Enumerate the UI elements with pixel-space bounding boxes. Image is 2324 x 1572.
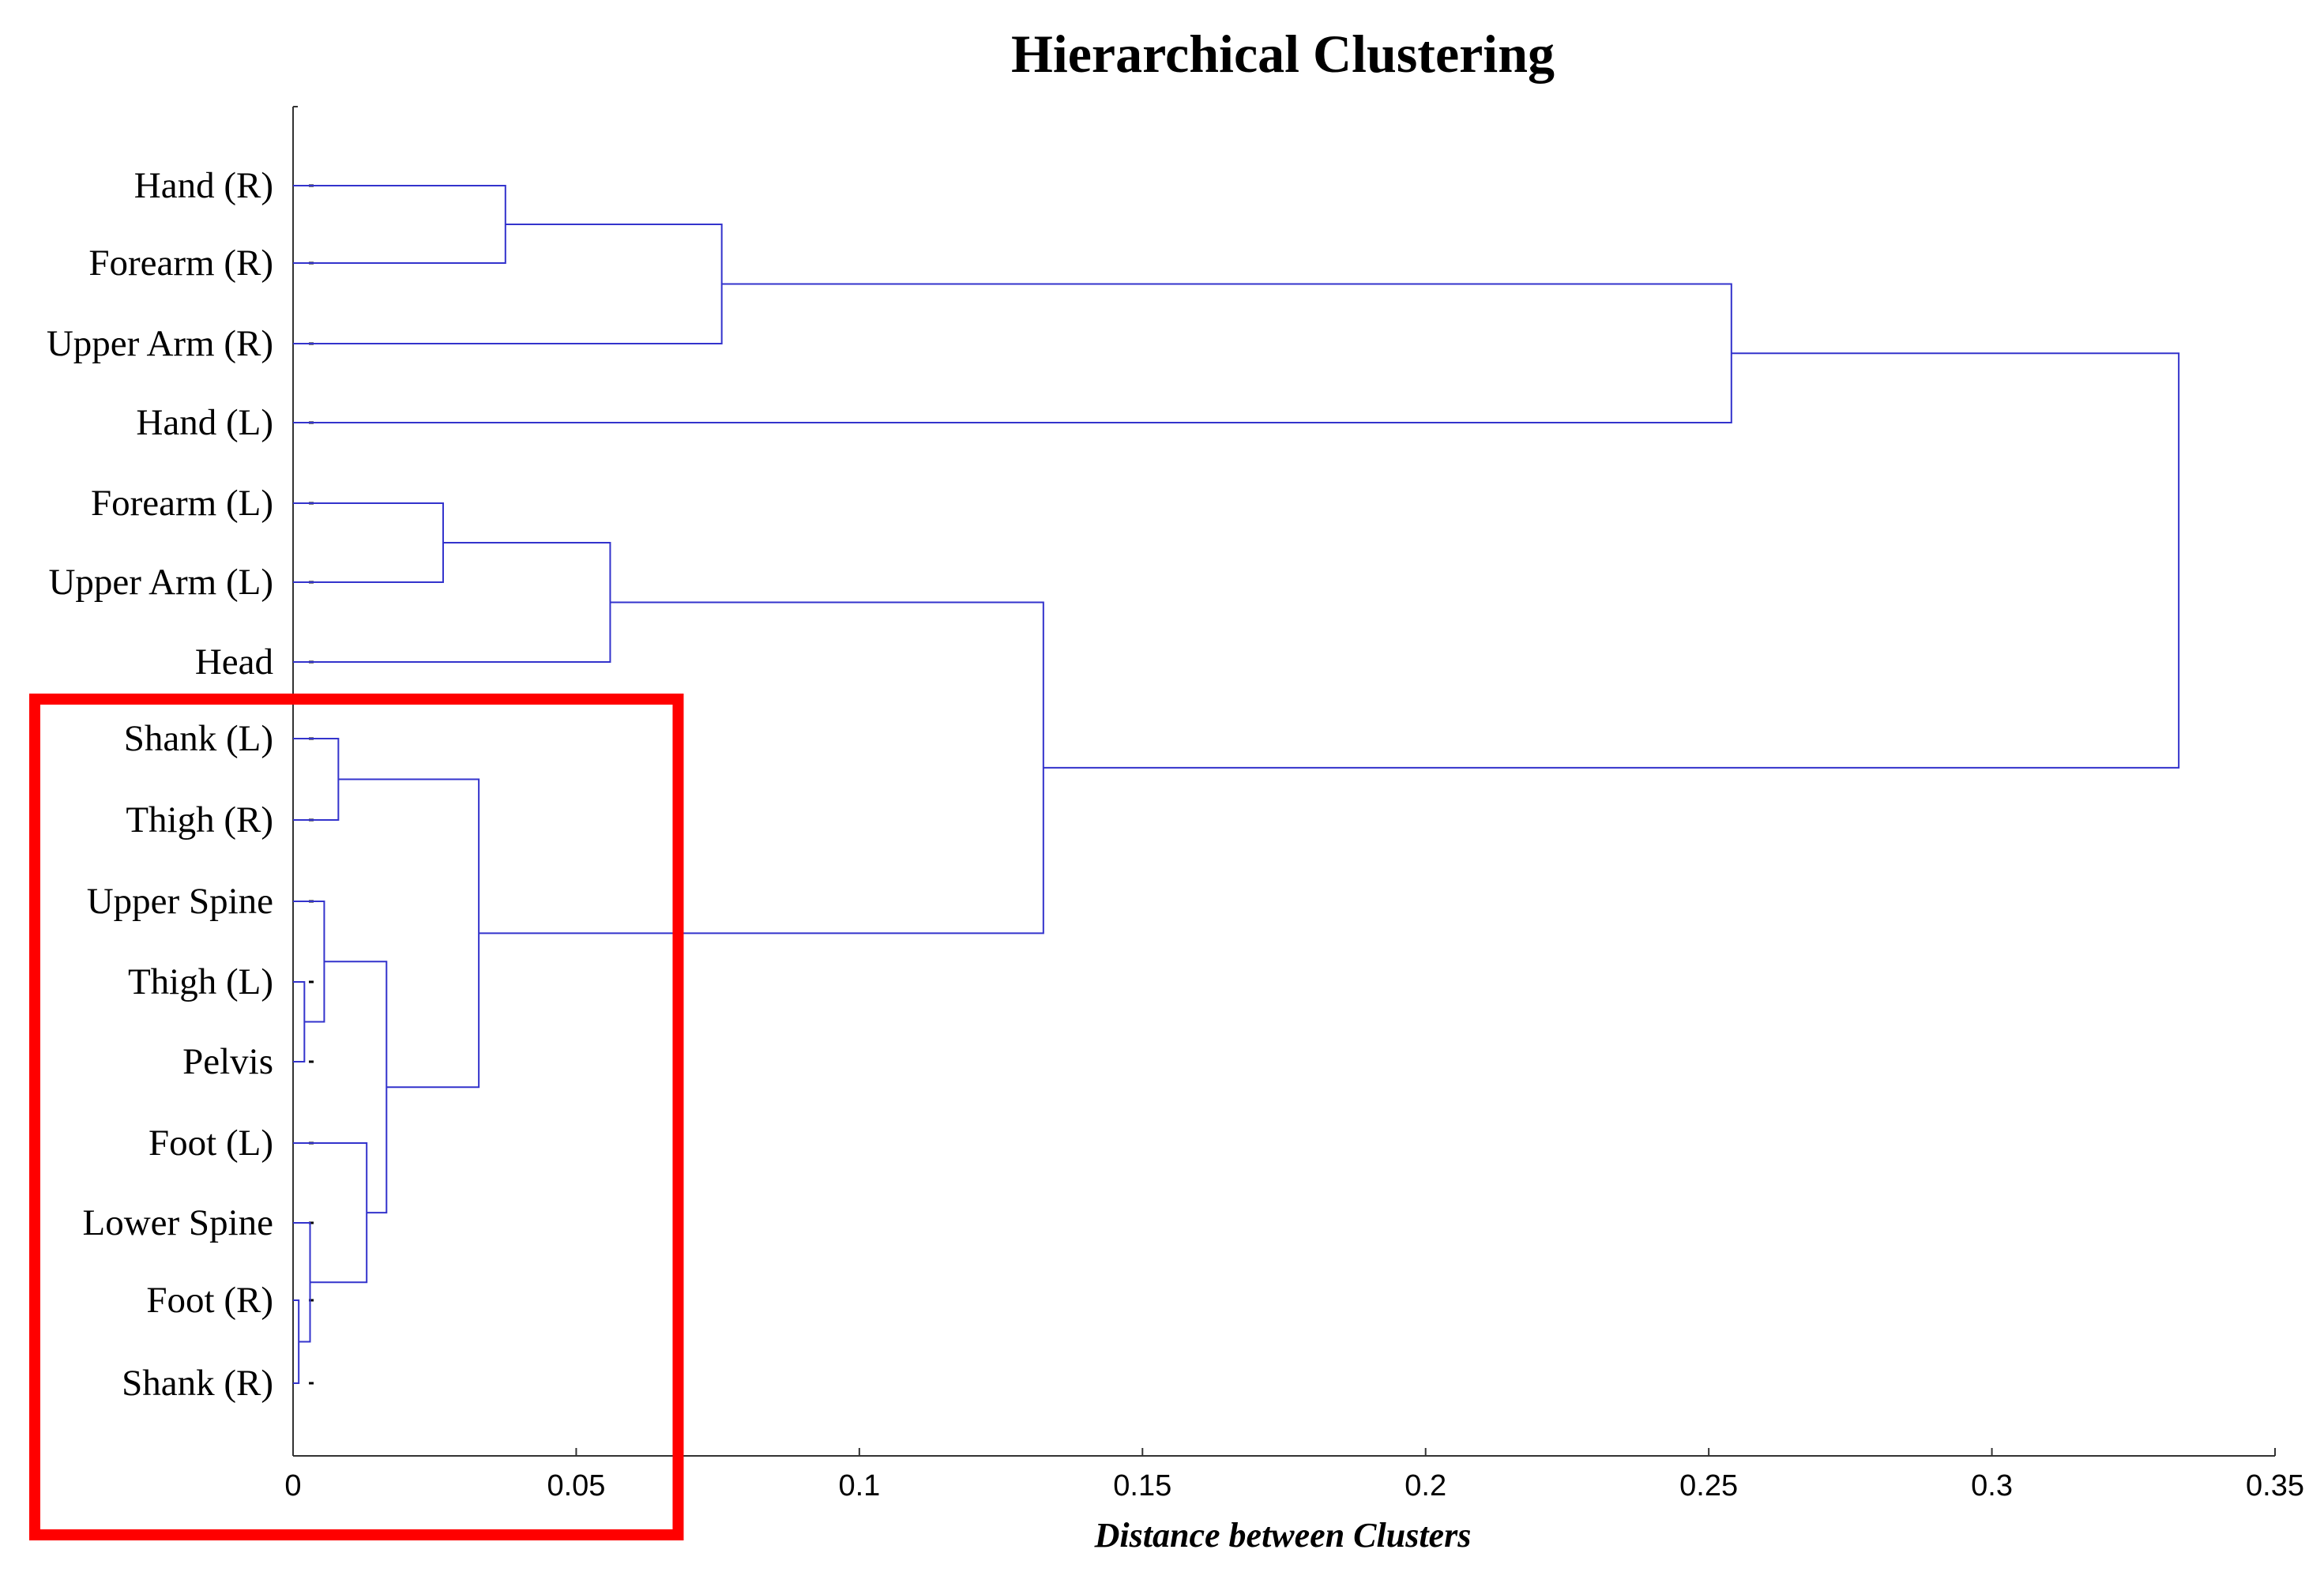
x-tick-label: 0 (284, 1469, 301, 1502)
leaf-label: Thigh (R) (126, 799, 273, 841)
leaf-label: Upper Arm (R) (47, 323, 273, 364)
x-tick-label: 0.25 (1679, 1469, 1738, 1502)
leaf-label: Thigh (L) (128, 961, 273, 1002)
leaf-label: Shank (L) (124, 718, 273, 759)
x-tick-labels: 0 0.05 0.1 0.15 0.2 0.25 0.3 0.35 (284, 1469, 2304, 1502)
leaf-label: Foot (L) (149, 1123, 273, 1164)
x-tick-label: 0.1 (838, 1469, 880, 1502)
leaf-label: Foot (R) (146, 1280, 273, 1321)
dendrogram-link (293, 185, 506, 264)
leaf-label: Hand (L) (136, 402, 273, 443)
leaf-label: Forearm (R) (88, 243, 273, 284)
dendrogram-link (293, 502, 444, 583)
dendrogram-link (293, 901, 325, 1023)
leaf-label: Shank (R) (122, 1363, 273, 1404)
dendrogram-link (293, 224, 723, 344)
dendrogram-link (293, 283, 1732, 423)
leaf-label: Upper Arm (L) (48, 562, 273, 603)
dendrogram-link (293, 542, 611, 663)
x-axis-label: Distance between Clusters (1094, 1516, 1472, 1555)
leaf-label: Forearm (L) (91, 483, 273, 524)
dendrogram-link (324, 961, 388, 1214)
dendrogram-link (293, 738, 340, 821)
x-tick-label: 0.3 (1971, 1469, 2013, 1502)
dendrogram-link (293, 981, 306, 1062)
chart-title: Hierarchical Clustering (1011, 24, 1555, 84)
highlight-region (29, 694, 684, 1540)
leaf-label: Pelvis (182, 1041, 273, 1082)
dendrogram-link (338, 778, 480, 1089)
axes (292, 106, 2276, 1457)
dendrogram-link (293, 1142, 368, 1284)
x-tick-label: 0.35 (2246, 1469, 2304, 1502)
dendrogram-link (293, 1222, 311, 1343)
leaf-label: Upper Spine (87, 881, 273, 922)
leaf-label: Lower Spine (83, 1202, 273, 1243)
dendrogram-link (1043, 352, 2180, 769)
leaf-labels: Hand (R) Forearm (R) Upper Arm (R) Hand (L)… (47, 165, 273, 1404)
x-tick-label: 0.15 (1113, 1469, 1171, 1502)
highlight-box (29, 694, 684, 1540)
dendrogram-link (293, 1299, 300, 1384)
x-tick-label: 0.05 (547, 1469, 605, 1502)
leaf-label: Hand (R) (134, 165, 273, 206)
dendrogram-link (479, 601, 1044, 935)
leaf-label: Head (195, 641, 273, 683)
x-tick-label: 0.2 (1405, 1469, 1446, 1502)
dendrogram-links (293, 185, 2180, 1384)
